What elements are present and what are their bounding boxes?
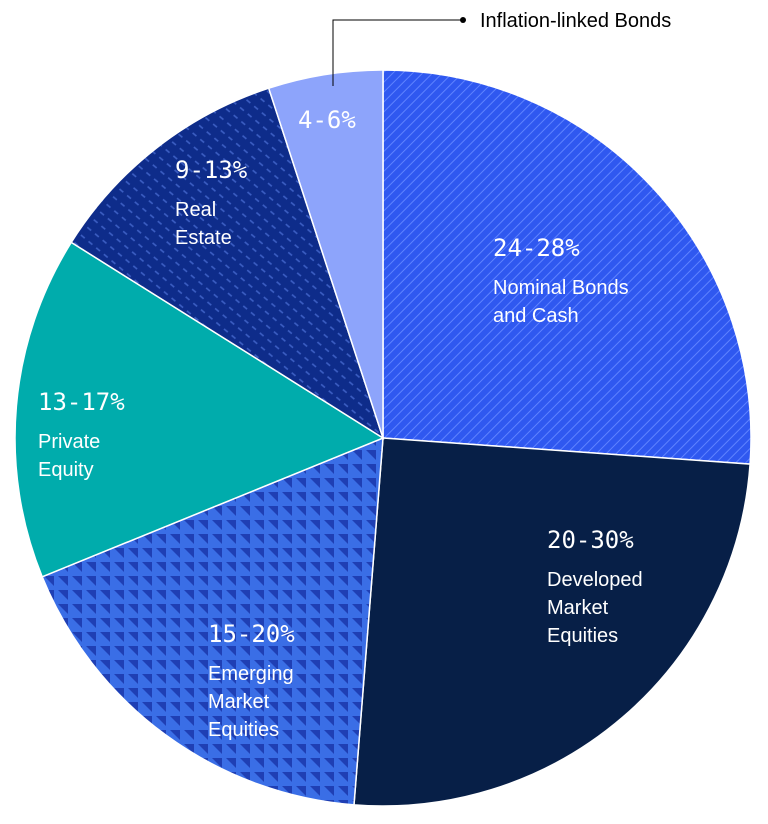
slice-name-label: Nominal Bonds bbox=[493, 277, 629, 299]
slice-name-label: Equity bbox=[38, 459, 94, 481]
slice-range-label: 15-20% bbox=[208, 620, 295, 648]
slice-range-label: 24-28% bbox=[493, 234, 580, 262]
callout-line bbox=[332, 19, 463, 86]
slice-range-label: 13-17% bbox=[38, 388, 125, 416]
slice-range-label: 20-30% bbox=[547, 526, 634, 554]
slice-range-label: 4-6% bbox=[298, 106, 356, 134]
slice-name-label: Emerging bbox=[208, 663, 294, 685]
pie-slice-3 bbox=[41, 436, 384, 806]
pie-slice-4 bbox=[14, 241, 385, 578]
slice-name-label: and Cash bbox=[493, 305, 579, 327]
slice-name-label: Private bbox=[38, 431, 100, 453]
slice-name-label: Developed bbox=[547, 569, 643, 591]
pie-slice-6 bbox=[267, 69, 384, 439]
pie-slice-1 bbox=[382, 69, 752, 465]
slice-name-label: Estate bbox=[175, 227, 232, 249]
callout-dot bbox=[460, 17, 466, 23]
pie-slice-2 bbox=[353, 437, 751, 807]
slice-range-label: 9-13% bbox=[175, 156, 248, 184]
slice-name-label: Market bbox=[208, 691, 270, 713]
pie-slice-5 bbox=[70, 87, 385, 440]
callout-label: Inflation-linked Bonds bbox=[480, 10, 671, 32]
slice-name-label: Real bbox=[175, 199, 216, 221]
slice-name-label: Equities bbox=[208, 719, 279, 741]
slice-name-label: Equities bbox=[547, 625, 618, 647]
slice-name-label: Market bbox=[547, 597, 609, 619]
